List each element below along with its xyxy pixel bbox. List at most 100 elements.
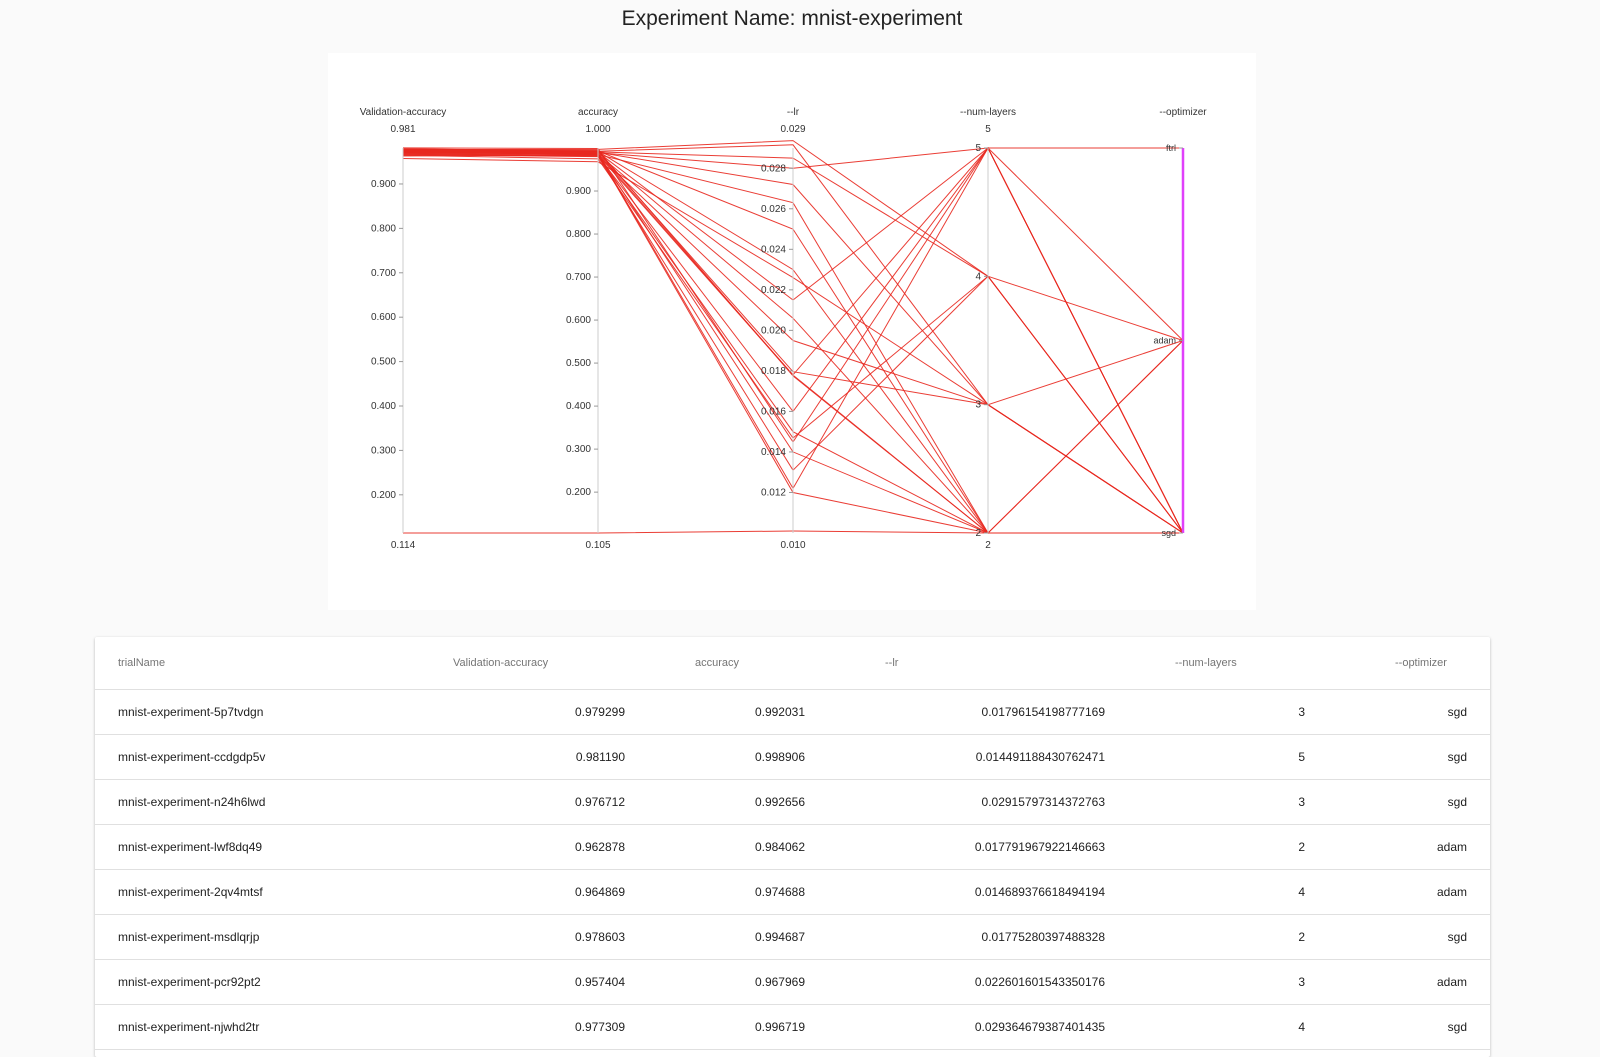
table-row[interactable]: mnist-experiment-5p7tvdgn 0.979299 0.99203… xyxy=(95,689,1490,735)
cell-validation-accuracy: 0.977309 xyxy=(425,1004,625,1050)
cell-trial-name: mnist-experiment-msdlqrjp xyxy=(95,914,425,960)
cell-validation-accuracy: 0.981190 xyxy=(425,734,625,780)
cell-validation-accuracy: 0.978603 xyxy=(425,914,625,960)
cell-num-layers: 4 xyxy=(1105,1004,1305,1050)
axis-title: --num-layers xyxy=(960,107,1016,118)
axis-max-label: 5 xyxy=(985,124,991,135)
cell-trial-name: mnist-experiment-5p7tvdgn xyxy=(95,689,425,735)
parallel-coordinates-chart: Validation-accuracy 0.981 0.114 0.900 0.800 0… xyxy=(328,53,1256,610)
axis-tick-label: 0.012 xyxy=(761,487,786,498)
axis-tick-label: 0.018 xyxy=(761,366,786,377)
table-row[interactable]: mnist-experiment-lwf8dq49 0.962878 0.98406… xyxy=(95,824,1490,870)
axis-max-label: 1.000 xyxy=(585,124,610,135)
column-header-optimizer[interactable]: --optimizer xyxy=(1305,637,1490,690)
axis-tick-label: 0.900 xyxy=(566,186,591,197)
cell-validation-accuracy: 0.962878 xyxy=(425,824,625,870)
axis-tick-label: 0.020 xyxy=(761,325,786,336)
axis-tick-label: 2 xyxy=(975,528,981,539)
table-header-row: trialName Validation-accuracy accuracy -… xyxy=(95,637,1490,690)
axis-tick-label: 0.400 xyxy=(371,401,396,412)
cell-lr: 0.014689376618494194 xyxy=(805,869,1105,915)
axis-min-label: 2 xyxy=(985,540,991,551)
table-row[interactable]: mnist-experiment-ccdgdp5v 0.981190 0.99890… xyxy=(95,734,1490,780)
cell-num-layers: 5 xyxy=(1105,734,1305,780)
axis-min-label: 0.105 xyxy=(585,540,610,551)
cell-lr: 0.02915797314372763 xyxy=(805,779,1105,825)
axis: Validation-accuracy 0.981 0.114 0.900 0.800 0… xyxy=(360,107,447,551)
cell-accuracy: 0.992031 xyxy=(625,689,805,735)
cell-optimizer: sgd xyxy=(1305,734,1490,780)
table-row[interactable]: mnist-experiment-msdlqrjp 0.978603 0.99468… xyxy=(95,914,1490,960)
cell-trial-name: mnist-experiment-lwf8dq49 xyxy=(95,824,425,870)
cell-num-layers: 2 xyxy=(1105,914,1305,960)
cell-validation-accuracy: 0.957404 xyxy=(425,959,625,1005)
cell-optimizer: adam xyxy=(1305,959,1490,1005)
table-row[interactable]: mnist-experiment-njwhd2tr 0.977309 0.99671… xyxy=(95,1004,1490,1050)
cell-optimizer: adam xyxy=(1305,869,1490,915)
axis-tick-label: 5 xyxy=(975,143,981,154)
cell-lr: 0.01796154198777169 xyxy=(805,689,1105,735)
cell-validation-accuracy: 0.976712 xyxy=(425,779,625,825)
cell-lr: 0.017791967922146663 xyxy=(805,824,1105,870)
table-row[interactable]: mnist-experiment-2qv4mtsf 0.964869 0.97468… xyxy=(95,869,1490,915)
cell-validation-accuracy: 0.979299 xyxy=(425,689,625,735)
cell-trial-name: mnist-experiment-ccdgdp5v xyxy=(95,734,425,780)
column-header-lr[interactable]: --lr xyxy=(805,637,1105,690)
axis-tick-label: 0.700 xyxy=(566,272,591,283)
cell-accuracy: 0.974688 xyxy=(625,869,805,915)
cell-num-layers: 2 xyxy=(1105,824,1305,870)
cell-trial-name: mnist-experiment-n24h6lwd xyxy=(95,779,425,825)
cell-trial-name: mnist-experiment-2qv4mtsf xyxy=(95,869,425,915)
axis-tick-label: 0.400 xyxy=(566,401,591,412)
axis-title: --lr xyxy=(787,107,800,118)
axis: --lr 0.029 0.010 0.028 0.026 0.024 0.022 0.020 0… xyxy=(761,107,806,551)
cell-optimizer: sgd xyxy=(1305,779,1490,825)
column-header-validation-accuracy[interactable]: Validation-accuracy xyxy=(425,637,625,690)
axis-max-label: 0.029 xyxy=(780,124,805,135)
cell-num-layers: 3 xyxy=(1105,689,1305,735)
axis-tick-label: 0.700 xyxy=(371,268,396,279)
cell-num-layers: 3 xyxy=(1105,779,1305,825)
cell-accuracy: 0.998906 xyxy=(625,734,805,780)
cell-accuracy: 0.984062 xyxy=(625,824,805,870)
axis-category-label: sgd xyxy=(1161,528,1176,538)
axis-tick-label: 0.500 xyxy=(566,358,591,369)
axis-min-label: 0.114 xyxy=(391,540,416,551)
parallel-coordinates-svg: Validation-accuracy 0.981 0.114 0.900 0.800 0… xyxy=(360,107,1208,551)
axis-category-label: adam xyxy=(1153,336,1176,346)
axis-tick-label: 0.014 xyxy=(761,447,786,458)
column-header-num-layers[interactable]: --num-layers xyxy=(1105,637,1305,690)
cell-num-layers: 3 xyxy=(1105,959,1305,1005)
axis-title: Validation-accuracy xyxy=(360,107,447,118)
axis-tick-label: 0.200 xyxy=(371,490,396,501)
cell-lr: 0.014491188430762471 xyxy=(805,734,1105,780)
cell-accuracy: 0.994687 xyxy=(625,914,805,960)
axis-tick-label: 0.600 xyxy=(371,312,396,323)
axis-tick-label: 0.200 xyxy=(566,487,591,498)
column-header-trialname[interactable]: trialName xyxy=(95,637,425,690)
column-header-accuracy[interactable]: accuracy xyxy=(625,637,805,690)
cell-num-layers: 4 xyxy=(1105,869,1305,915)
axis-tick-label: 0.028 xyxy=(761,163,786,174)
cell-optimizer: sgd xyxy=(1305,1004,1490,1050)
table-row[interactable]: mnist-experiment-n24h6lwd 0.976712 0.99265… xyxy=(95,779,1490,825)
axis-title: accuracy xyxy=(578,107,618,118)
axis-tick-label: 0.800 xyxy=(371,223,396,234)
axis-tick-label: 0.024 xyxy=(761,244,786,255)
cell-lr: 0.022601601543350176 xyxy=(805,959,1105,1005)
cell-optimizer: adam xyxy=(1305,824,1490,870)
axis-max-label: 0.981 xyxy=(390,124,415,135)
axis-tick-label: 3 xyxy=(975,400,981,411)
cell-trial-name: mnist-experiment-pcr92pt2 xyxy=(95,959,425,1005)
trials-table: trialName Validation-accuracy accuracy -… xyxy=(95,637,1490,1057)
axis: accuracy 1.000 0.105 0.900 0.800 0.700 0.600 0.… xyxy=(566,107,618,551)
cell-accuracy: 0.992656 xyxy=(625,779,805,825)
axis-tick-label: 4 xyxy=(975,271,981,282)
cell-optimizer: sgd xyxy=(1305,689,1490,735)
axis-category-label: ftrl xyxy=(1166,143,1176,153)
axis: --optimizer sgd adam ftrl xyxy=(1153,107,1207,538)
table-row[interactable]: mnist-experiment-pcr92pt2 0.957404 0.96796… xyxy=(95,959,1490,1005)
cell-trial-name: mnist-experiment-njwhd2tr xyxy=(95,1004,425,1050)
axis-tick-label: 0.300 xyxy=(371,445,396,456)
cell-accuracy: 0.967969 xyxy=(625,959,805,1005)
